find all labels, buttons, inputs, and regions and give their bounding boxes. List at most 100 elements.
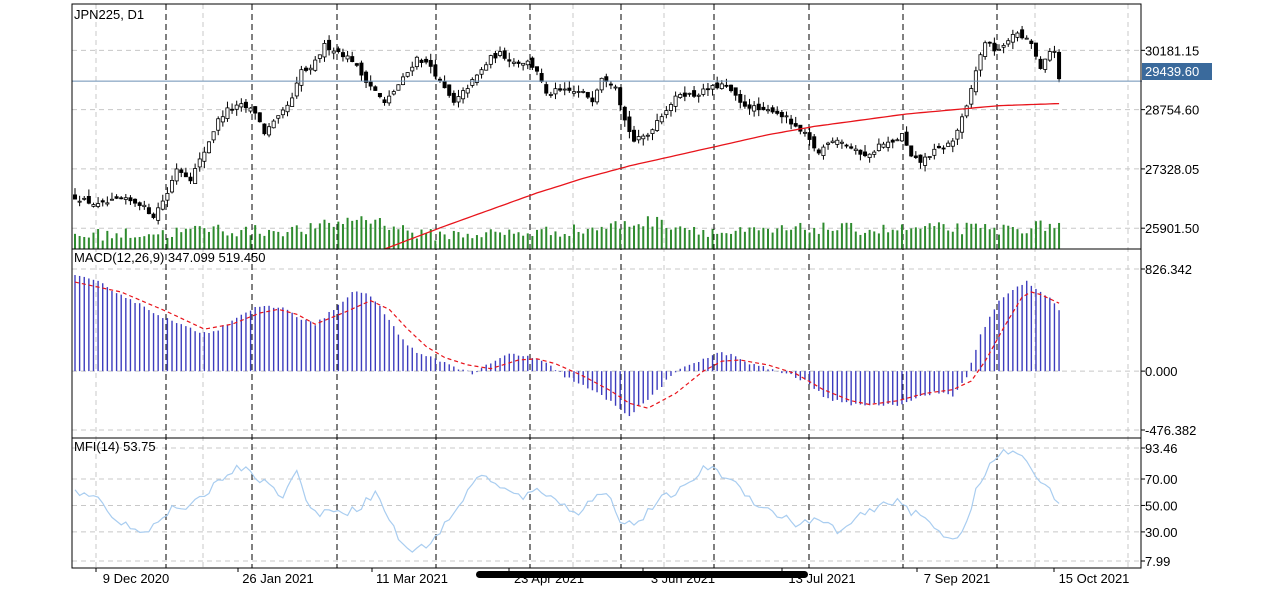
candle-body	[391, 91, 396, 95]
volume-bar	[688, 229, 691, 249]
volume-bar	[725, 233, 728, 249]
volume-bar	[1053, 228, 1056, 249]
volume-bar	[383, 225, 386, 249]
volume-bar	[656, 216, 659, 249]
volume-bar	[572, 224, 575, 249]
volume-bar	[291, 226, 294, 249]
volume-bar	[928, 223, 931, 249]
volume-bar	[1039, 220, 1042, 249]
volume-bar	[896, 230, 899, 249]
volume-bar	[711, 229, 714, 249]
volume-bar	[748, 227, 751, 249]
volume-bar	[443, 234, 446, 249]
volume-bar	[171, 236, 174, 249]
candle-body	[849, 146, 854, 149]
volume-bar	[827, 229, 830, 249]
candle-body	[253, 106, 258, 114]
volume-bar	[864, 232, 867, 249]
volume-bar	[600, 226, 603, 249]
volume-bar	[1048, 223, 1051, 249]
volume-bar	[780, 225, 783, 249]
candle-body	[816, 149, 821, 154]
volume-bar	[1025, 233, 1028, 249]
candle-body	[230, 108, 235, 111]
macd-title: MACD(12,26,9) 347.099 519.450	[74, 250, 266, 265]
volume-bar	[531, 236, 534, 249]
candle-body	[206, 141, 211, 154]
candle-body	[96, 203, 101, 207]
candle-body	[729, 84, 734, 92]
volume-bar	[480, 237, 483, 249]
candle-body	[359, 62, 364, 76]
candle-body	[895, 139, 900, 142]
candle-body	[322, 43, 327, 58]
volume-bar	[512, 233, 515, 249]
candle-body	[553, 88, 558, 95]
volume-bar	[577, 231, 580, 249]
volume-bar	[462, 237, 465, 249]
candle-body	[715, 82, 720, 89]
volume-bar	[891, 229, 894, 249]
macd-tick-label: -476.382	[1145, 423, 1196, 438]
candle-body	[881, 143, 886, 148]
volume-bar	[83, 237, 86, 249]
candle-body	[890, 139, 895, 143]
volume-bar	[817, 233, 820, 249]
volume-bar	[609, 223, 612, 249]
volume-bar	[300, 231, 303, 249]
volume-bar	[97, 229, 100, 249]
candle-body	[479, 69, 484, 75]
candle-body	[687, 92, 692, 95]
volume-bar	[277, 231, 280, 249]
volume-bar	[120, 237, 123, 249]
volume-bar	[882, 224, 885, 249]
candle-body	[659, 116, 664, 123]
candle-body	[86, 196, 91, 204]
volume-bar	[258, 233, 261, 249]
candle-body	[936, 145, 941, 149]
candle-body	[632, 129, 637, 142]
candle-body	[137, 202, 142, 206]
candle-body	[678, 94, 683, 98]
volume-bar	[767, 228, 769, 249]
volume-bar	[341, 223, 344, 249]
volume-bar	[919, 228, 922, 249]
price-tick-label: 27328.05	[1145, 162, 1199, 177]
candle-body	[655, 120, 660, 131]
candle-body	[170, 180, 175, 193]
volume-bar	[813, 228, 816, 249]
candle-body	[280, 109, 285, 116]
candle-body	[899, 133, 904, 142]
candle-body	[941, 147, 946, 150]
period-separators	[165, 4, 998, 568]
volume-bar	[254, 225, 257, 249]
candle-body	[867, 153, 872, 158]
volume-bar	[720, 232, 723, 249]
candle-body	[488, 55, 493, 65]
volume-bar	[605, 228, 608, 249]
candle-body	[876, 143, 881, 152]
volume-bar	[642, 226, 645, 249]
candle-body	[738, 94, 743, 103]
volume-bar	[614, 221, 617, 249]
candle-body	[299, 69, 304, 86]
price-tick-label: 30181.15	[1145, 43, 1199, 58]
candle-body	[779, 111, 784, 118]
candle-body	[493, 53, 498, 59]
volume-bar	[281, 236, 284, 249]
volume-bar	[910, 228, 913, 249]
candle-body	[844, 144, 849, 147]
current-price-label-bg	[1142, 63, 1212, 80]
volume-bar	[545, 226, 548, 249]
volume-bar	[591, 227, 594, 249]
candle-body	[839, 141, 844, 144]
volume-bar	[323, 219, 326, 249]
home-indicator[interactable]	[476, 571, 808, 578]
volume-bar	[993, 227, 996, 249]
candle-body	[696, 94, 701, 97]
mfi-tick-label: 93.46	[1145, 441, 1178, 456]
candle-body	[507, 59, 512, 62]
candle-body	[807, 132, 812, 140]
volume-bar	[1044, 230, 1047, 249]
